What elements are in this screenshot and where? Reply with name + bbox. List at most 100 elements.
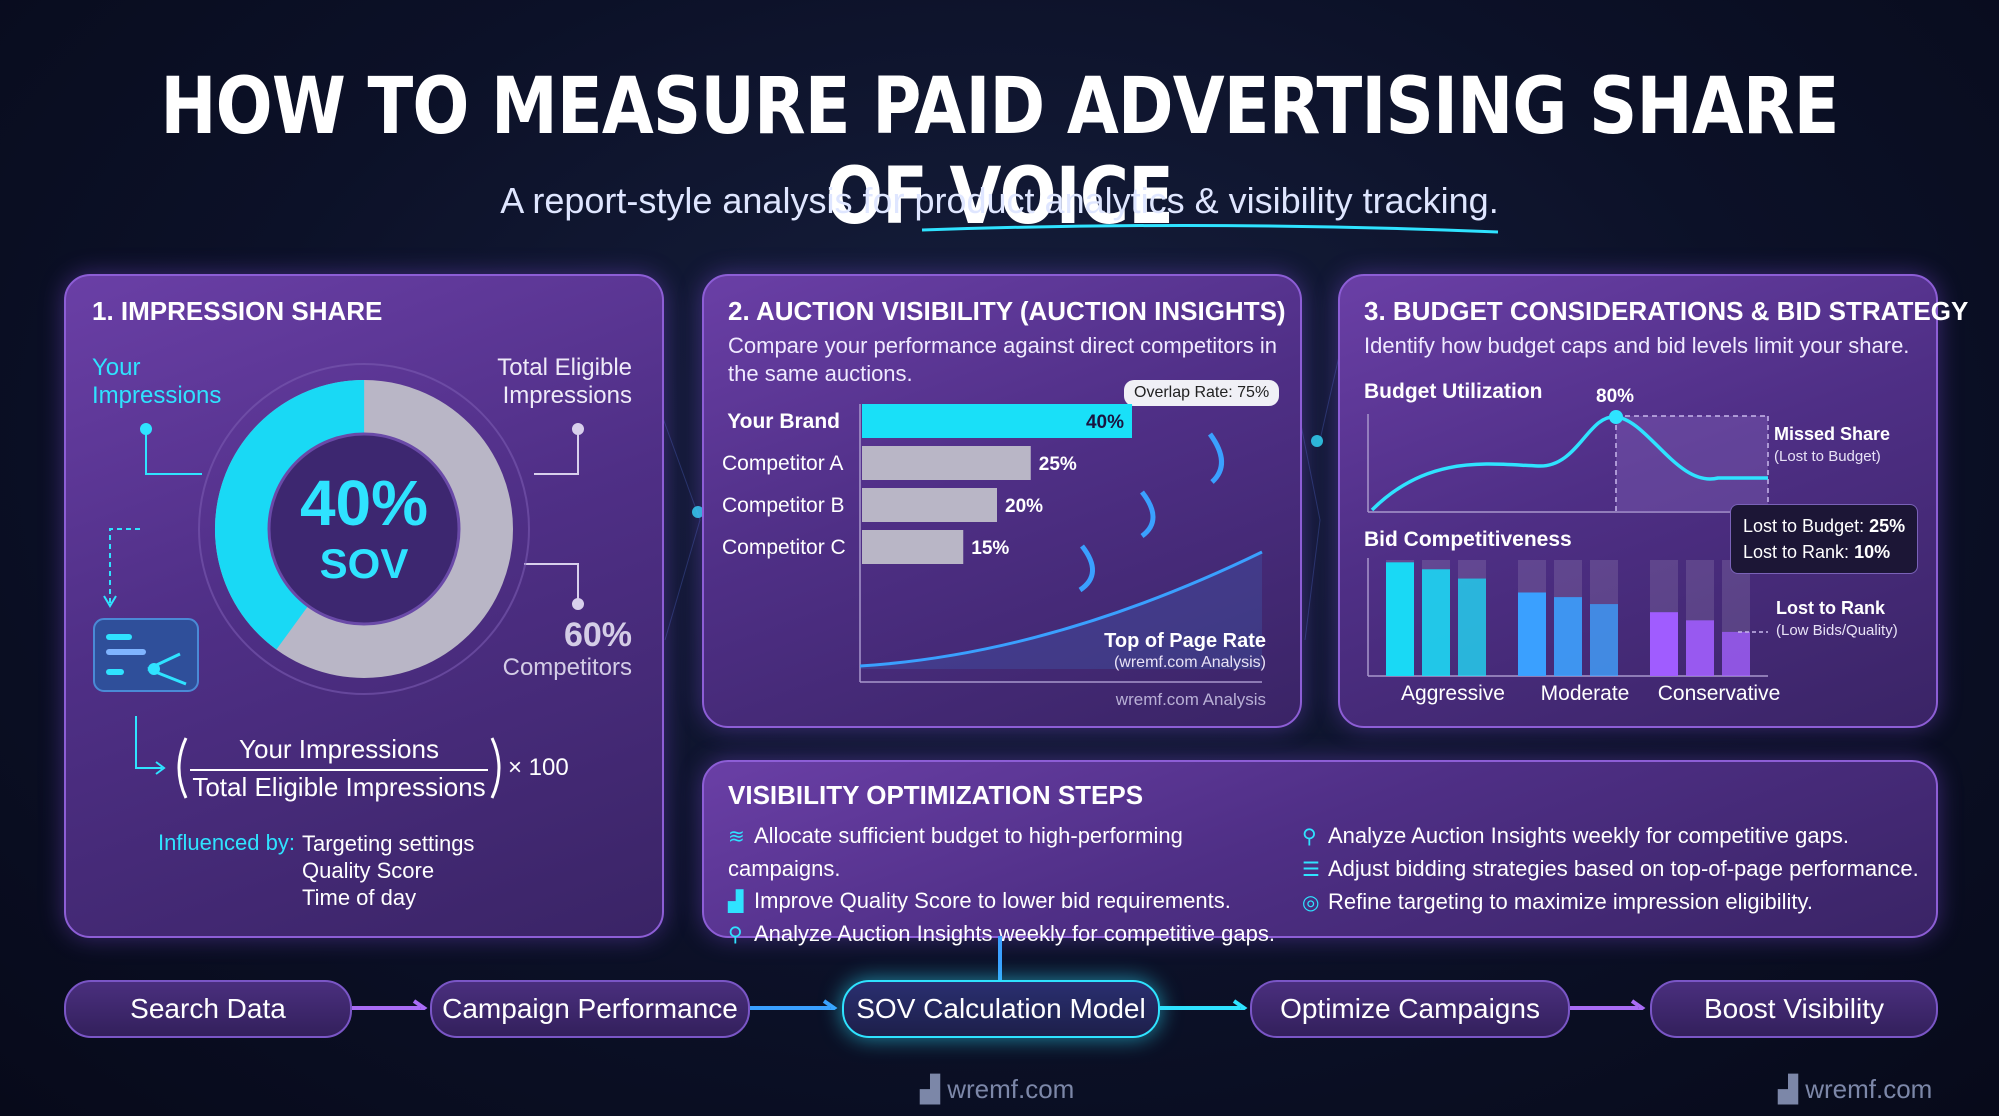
step-item: ▟ Improve Quality Score to lower bid requ…: [728, 885, 1288, 918]
budget-utilization-label: Budget Utilization: [1364, 380, 1543, 403]
watermark-text: wremf.com: [947, 1074, 1075, 1104]
step-item: ⚲ Analyze Auction Insights weekly for com…: [728, 918, 1288, 951]
steps-right-list: ⚲ Analyze Auction Insights weekly for com…: [1302, 820, 1922, 919]
your-impressions-connector: [145, 429, 202, 475]
bid-bar: [1722, 631, 1750, 676]
influences-list: Targeting settings Quality Score Time of…: [302, 830, 474, 911]
bar-category-label: Competitor B: [722, 494, 845, 517]
sov-donut-chart: [93, 363, 584, 799]
sliders-icon: ☰: [1302, 859, 1320, 881]
flow-optimize-campaigns[interactable]: Optimize Campaigns: [1250, 980, 1570, 1038]
budget-desc: Identify how budget caps and bid levels …: [1364, 333, 1910, 358]
steps-left-list: ≋ Allocate sufficient budget to high-perf…: [728, 820, 1288, 951]
step-text: Analyze Auction Insights weekly for comp…: [1328, 823, 1849, 848]
bid-category-label: Aggressive: [1401, 682, 1505, 705]
influenced-label: Influenced by:: [158, 830, 295, 855]
desc-line1: Compare your performance against direct …: [728, 333, 1278, 358]
subtitle-highlight: product analytics & visibility tracking.: [914, 180, 1499, 221]
bid-bar: [1518, 592, 1546, 676]
lost-to-rank-sub: (Low Bids/Quality): [1776, 622, 1898, 639]
bid-bar: [1458, 578, 1486, 676]
auction-visibility-heading: 2. AUCTION VISIBILITY (AUCTION INSIGHTS): [728, 296, 1286, 326]
optimization-steps-panel: [702, 760, 1938, 938]
bid-bar: [1386, 562, 1414, 676]
flow-sov-calculation-model[interactable]: SOV Calculation Model: [842, 980, 1160, 1038]
auction-bar: [862, 488, 997, 522]
auction-bar: [862, 404, 1132, 438]
bid-category-label: Moderate: [1540, 682, 1630, 705]
subtitle-prefix: A report-style analysis for: [500, 180, 915, 221]
missed-share-sub: (Lost to Budget): [1774, 448, 1881, 465]
top-of-page-trend: [859, 550, 1263, 668]
lost-budget-row: Lost to Budget: 25%: [1743, 513, 1905, 539]
formula-multiplier: × 100: [508, 754, 569, 781]
formula-denominator: Total Eligible Impressions: [192, 772, 486, 802]
lost-rank-row: Lost to Rank: 10%: [1743, 539, 1905, 565]
step-item: ⚲ Analyze Auction Insights weekly for com…: [1302, 820, 1922, 853]
your-impressions-line1: Your: [92, 354, 141, 381]
step-text: Improve Quality Score to lower bid requi…: [754, 888, 1231, 913]
total-eligible-line1: Total Eligible: [497, 354, 632, 381]
overlap-rate-tag: Overlap Rate: 75%: [1124, 380, 1280, 406]
budget-chart: [1367, 410, 1769, 677]
steps-heading: VISIBILITY OPTIMIZATION STEPS: [728, 780, 1144, 810]
donut-your-share: [214, 380, 513, 678]
auction-bar: [862, 446, 1031, 480]
bid-competitiveness-label: Bid Competitiveness: [1364, 528, 1572, 551]
desc-line2: the same auctions.: [728, 361, 913, 386]
total-eligible-connector: [534, 429, 579, 475]
sov-value: 40%: [299, 467, 429, 539]
arrow-icon: [1078, 544, 1095, 593]
magnifier-icon: ⚲: [1302, 826, 1317, 848]
budget-peak-label: 80%: [1596, 386, 1635, 407]
step-text: Adjust bidding strategies based on top-o…: [1328, 856, 1919, 881]
bid-category-label: Conservative: [1657, 682, 1781, 705]
coins-icon: ≋: [728, 826, 745, 848]
step-text: Allocate sufficient budget to high-perfo…: [728, 823, 1183, 881]
watermark-center: ▟ wremf.com: [920, 1074, 1074, 1105]
lost-rank-value: 10%: [1854, 542, 1891, 562]
your-impressions-label: Your Impressions: [92, 354, 221, 410]
auction-bar-chart: Your Brand 40% Competitor A 25% Competitor B…: [722, 404, 1263, 683]
bid-category-labels: Aggressive Moderate Conservative: [1368, 682, 1780, 712]
step-text: Analyze Auction Insights weekly for comp…: [754, 921, 1275, 946]
lost-to-rank-label: Lost to Rank: [1776, 598, 1886, 618]
lost-budget-text: Lost to Budget:: [1743, 516, 1870, 536]
bar-value-label: 20%: [1005, 496, 1043, 517]
auction-bar: [862, 530, 964, 564]
formula-numerator: Your Impressions: [239, 734, 439, 764]
lost-share-tooltip: Lost to Budget: 25% Lost to Rank: 10%: [1730, 504, 1919, 574]
bid-bar: [1590, 604, 1618, 676]
flow-search-data[interactable]: Search Data: [64, 980, 352, 1038]
sov-label: SOV: [319, 540, 409, 587]
flow-connectors: [352, 936, 1646, 1010]
flow-campaign-performance[interactable]: Campaign Performance: [430, 980, 750, 1038]
target-icon: ◎: [1302, 892, 1320, 914]
page-subtitle: A report-style analysis for product anal…: [0, 180, 1999, 222]
influence-item: Time of day: [302, 885, 417, 910]
total-eligible-line2: Impressions: [502, 382, 632, 409]
step-text: Refine targeting to maximize impression …: [1328, 889, 1814, 914]
watermark-corner: ▟ wremf.com: [1778, 1074, 1932, 1105]
auction-visibility-desc: Compare your performance against direct …: [728, 332, 1277, 388]
missed-share-label: Missed Share: [1774, 424, 1891, 444]
auction-footer: wremf.com Analysis: [1115, 690, 1266, 709]
total-eligible-label: Total Eligible Impressions: [440, 354, 632, 410]
budget-heading: 3. BUDGET CONSIDERATIONS & BID STRATEGY: [1364, 296, 1969, 326]
bid-bar: [1554, 597, 1582, 676]
competitors-connector: [524, 563, 579, 604]
flow-boost-visibility[interactable]: Boost Visibility: [1650, 980, 1938, 1038]
influence-item: Quality Score: [302, 858, 435, 883]
influence-item: Targeting settings: [302, 831, 475, 856]
bar-growth-icon: ▟: [728, 891, 744, 913]
watermark-text: wremf.com: [1805, 1074, 1933, 1104]
bar-category-label: Your Brand: [727, 410, 840, 433]
lost-budget-value: 25%: [1869, 516, 1906, 536]
bar-value-label: 25%: [1039, 454, 1077, 475]
impression-share-heading: 1. IMPRESSION SHARE: [92, 296, 383, 326]
peak-marker: [1609, 410, 1623, 424]
step-item: ≋ Allocate sufficient budget to high-perf…: [728, 820, 1288, 885]
your-impressions-line2: Impressions: [92, 382, 222, 409]
auction-visibility-panel: [702, 274, 1302, 728]
